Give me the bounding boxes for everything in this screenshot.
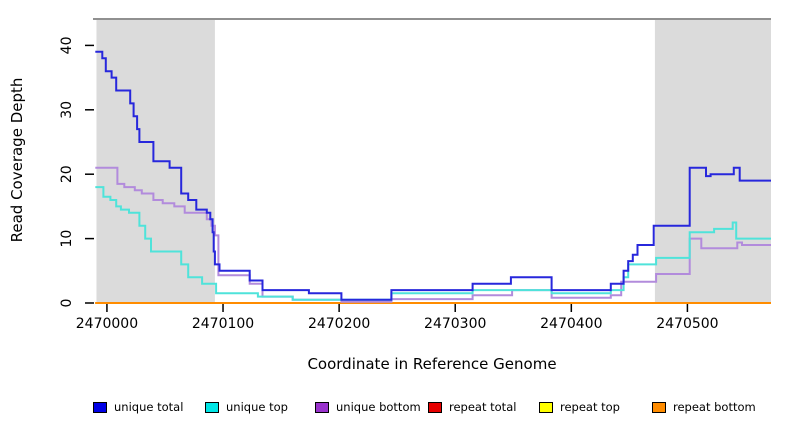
y-tick-label: 20 [59,165,75,183]
legend-item-repeat-top: repeat top [539,399,620,415]
axes: 2470000 2470100 2470200 2470300 2470400 24705… [59,36,719,332]
legend-label: unique total [114,400,184,414]
legend-swatch-repeat-total [428,401,442,413]
x-tick-label: 2470000 [76,316,138,332]
legend-swatch-repeat-top [539,401,553,413]
legend-item-unique-top: unique top [205,399,288,415]
y-tick-label: 10 [59,230,75,248]
shaded-regions [96,20,771,303]
y-tick-label: 30 [59,101,75,119]
y-tick-label: 40 [59,36,75,54]
legend-swatch-unique-top [205,401,219,413]
legend-label: unique top [226,400,288,414]
x-tick-label: 2470400 [540,316,602,332]
legend-label: repeat total [449,400,517,414]
x-tick-label: 2470500 [656,316,718,332]
legend-item-unique-total: unique total [93,399,183,415]
legend: unique total unique top unique bottom repea… [0,399,792,419]
y-axis-title: Read Coverage Depth [8,78,26,243]
legend-label: repeat bottom [673,400,756,414]
legend-item-repeat-bottom: repeat bottom [652,399,756,415]
legend-swatch-repeat-bottom [652,401,666,413]
legend-label: unique bottom [336,400,421,414]
x-tick-label: 2470300 [424,316,486,332]
y-tick-label: 0 [59,299,75,308]
shaded-region [654,20,771,303]
series-lines [95,50,771,304]
x-tick-label: 2470200 [308,316,370,332]
series-unique-top [95,186,771,301]
legend-item-unique-bottom: unique bottom [315,399,421,415]
series-unique-total [95,50,771,301]
legend-label: repeat top [560,400,620,414]
x-tick-label: 2470100 [192,316,254,332]
x-axis-title: Coordinate in Reference Genome [307,355,556,373]
legend-item-repeat-total: repeat total [428,399,516,415]
legend-swatch-unique-total [93,401,107,413]
legend-swatch-unique-bottom [315,401,329,413]
